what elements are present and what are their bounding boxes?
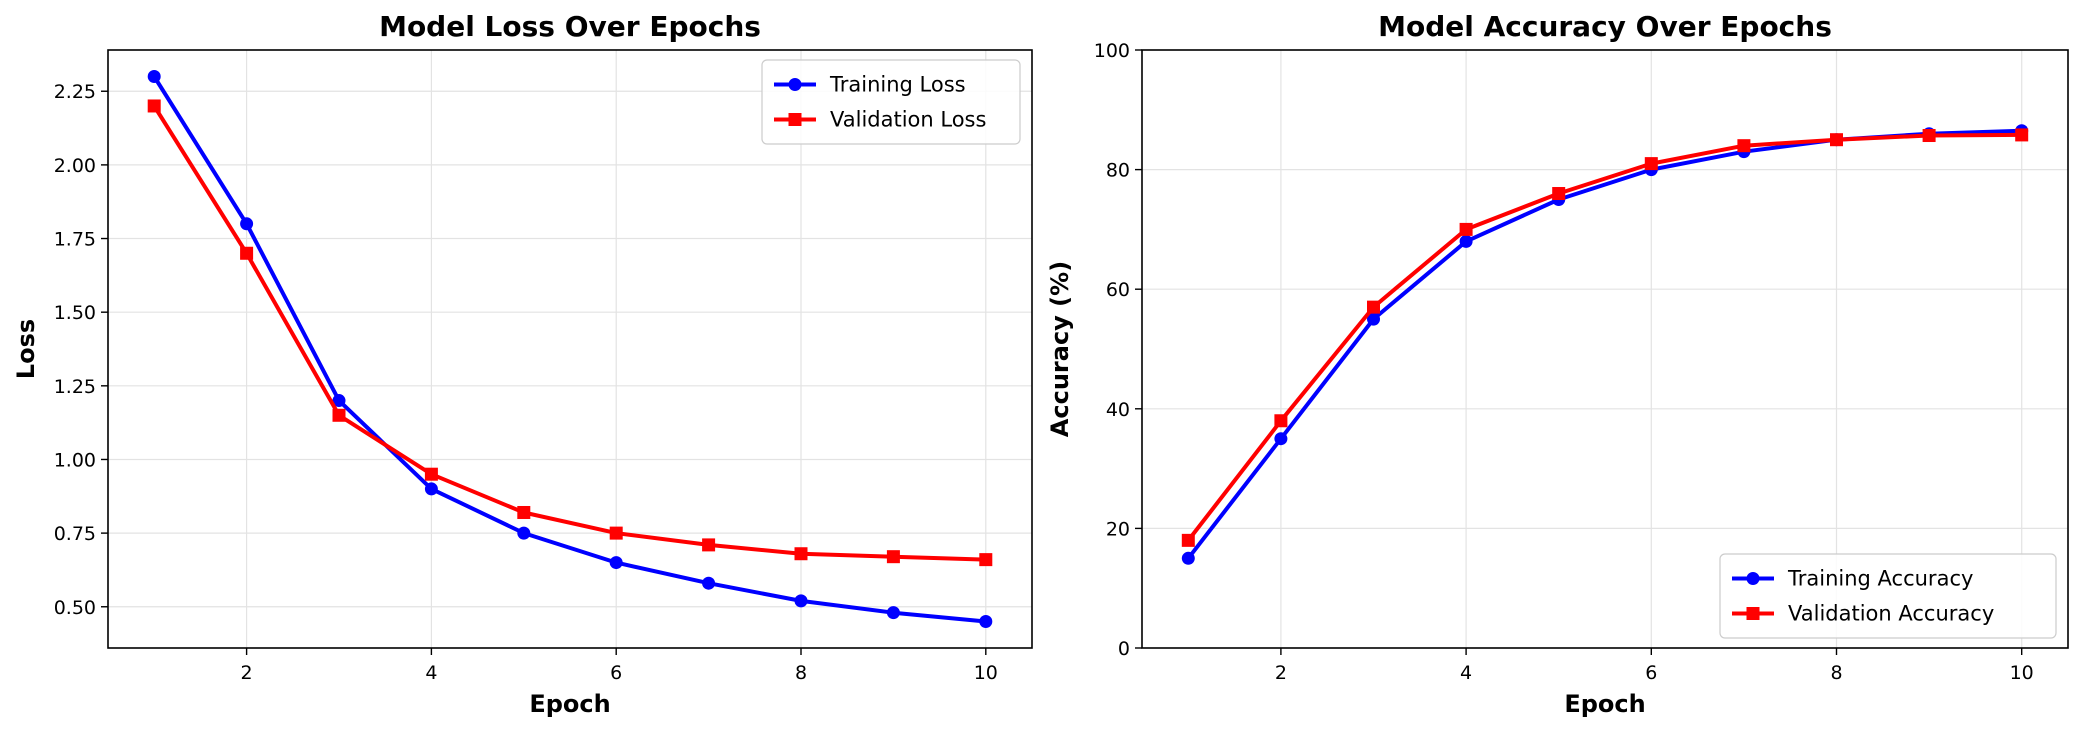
accuracy-y-tick-label: 20 bbox=[1106, 518, 1130, 540]
accuracy-x-tick-label: 10 bbox=[2010, 662, 2034, 684]
accuracy-plot-frame bbox=[1141, 49, 2069, 649]
accuracy-x-tick-label: 4 bbox=[1460, 662, 1472, 684]
accuracy-y-tick-label: 100 bbox=[1094, 40, 1130, 62]
accuracy-legend: Training Accuracy Validation Accuracy bbox=[1719, 553, 2057, 639]
accuracy-series-1-point bbox=[2015, 128, 2029, 142]
loss-x-tick-label: 8 bbox=[795, 662, 807, 684]
accuracy-series-1-point bbox=[1552, 187, 1566, 201]
accuracy-y-tick-label: 80 bbox=[1106, 160, 1130, 182]
accuracy-series-1-point bbox=[1274, 414, 1288, 428]
accuracy-series-0-point bbox=[1367, 312, 1380, 326]
accuracy-series-1-point bbox=[1644, 157, 1658, 171]
loss-y-tick-label: 0.75 bbox=[54, 523, 96, 545]
accuracy-x-tick-label: 6 bbox=[1645, 662, 1657, 684]
loss-series-1-point bbox=[886, 550, 900, 564]
accuracy-series-0-point bbox=[1181, 551, 1195, 565]
accuracy-legend-marker bbox=[1746, 607, 1760, 620]
loss-legend-marker bbox=[788, 113, 802, 126]
loss-y-tick-label: 1.25 bbox=[54, 376, 96, 398]
accuracy-series-1-line bbox=[1186, 132, 2024, 543]
loss-series-0-point bbox=[979, 614, 993, 628]
loss-y-tick-label: 1.75 bbox=[54, 229, 96, 251]
loss-x-axis-label: Epoch bbox=[529, 690, 610, 718]
accuracy-y-tick-label: 40 bbox=[1106, 399, 1130, 421]
loss-series-1-point bbox=[794, 547, 808, 561]
loss-series-1-point bbox=[517, 505, 531, 519]
loss-series-0-point bbox=[424, 482, 438, 496]
loss-series-0-point bbox=[147, 70, 161, 84]
accuracy-legend-label: Training Accuracy bbox=[1787, 567, 1973, 591]
accuracy-y-tick-label: 0 bbox=[1118, 638, 1130, 660]
accuracy-x-axis-label: Epoch bbox=[1564, 690, 1645, 718]
loss-series-1-point bbox=[979, 553, 993, 567]
loss-series-1-point bbox=[702, 538, 716, 552]
loss-x-tick-label: 4 bbox=[425, 662, 437, 684]
accuracy-series-1-point bbox=[1922, 129, 1936, 143]
loss-series-1-line bbox=[152, 104, 988, 562]
loss-legend-marker bbox=[788, 78, 802, 91]
accuracy-y-axis-label: Accuracy (%) bbox=[1046, 261, 1074, 437]
loss-legend-label: Training Loss bbox=[829, 73, 966, 97]
loss-y-axis-label: Loss bbox=[12, 319, 40, 379]
accuracy-series-0-point bbox=[1274, 432, 1288, 446]
loss-series-0-point bbox=[609, 556, 623, 570]
loss-series-0-point bbox=[886, 606, 900, 620]
loss-y-tick-label: 2.25 bbox=[54, 81, 96, 103]
loss-chart-title: Model Loss Over Epochs bbox=[379, 10, 761, 43]
accuracy-series-1-point bbox=[1181, 533, 1195, 547]
loss-series-0-point bbox=[240, 217, 254, 231]
accuracy-chart-title: Model Accuracy Over Epochs bbox=[1378, 10, 1832, 43]
loss-series-0-point bbox=[794, 594, 808, 608]
loss-x-tick-label: 6 bbox=[610, 662, 622, 684]
loss-series-1-point bbox=[424, 467, 438, 481]
accuracy-series-1-point bbox=[1459, 222, 1473, 236]
accuracy-legend-label: Validation Accuracy bbox=[1788, 602, 1994, 626]
accuracy-series-1-point bbox=[1367, 300, 1380, 314]
loss-series-0-line bbox=[152, 74, 988, 624]
loss-x-tick-label: 2 bbox=[241, 662, 253, 684]
accuracy-legend-marker bbox=[1746, 572, 1760, 585]
loss-series-0-point bbox=[517, 526, 531, 540]
loss-legend-label: Validation Loss bbox=[830, 108, 986, 132]
accuracy-x-tick-label: 8 bbox=[1830, 662, 1842, 684]
loss-y-tick-label: 0.50 bbox=[54, 597, 96, 619]
loss-series-0-point bbox=[332, 394, 346, 408]
loss-series-1-point bbox=[240, 246, 254, 260]
accuracy-series-1-point bbox=[1737, 139, 1751, 153]
loss-legend: Training Loss Validation Loss bbox=[761, 59, 1021, 145]
loss-x-tick-label: 10 bbox=[974, 662, 998, 684]
accuracy-series-0-point bbox=[1459, 234, 1473, 248]
accuracy-x-tick-label: 2 bbox=[1275, 662, 1287, 684]
loss-y-tick-label: 2.00 bbox=[54, 155, 96, 177]
loss-series-0-point bbox=[702, 576, 716, 590]
loss-plot-frame bbox=[107, 49, 1033, 649]
loss-series-1-point bbox=[147, 99, 161, 113]
accuracy-series-0-line bbox=[1186, 128, 2024, 561]
loss-series-1-point bbox=[332, 408, 346, 422]
accuracy-y-tick-label: 60 bbox=[1106, 279, 1130, 301]
loss-chart-panel: 2 4 6 8 10 0.50 0.75 1.00 1.25 1.50 1.75 2.00 2.25 Mo… bbox=[12, 10, 1033, 718]
loss-y-tick-label: 1.50 bbox=[54, 302, 96, 324]
loss-legend-box bbox=[761, 59, 1021, 145]
accuracy-series-1-point bbox=[1830, 133, 1843, 147]
accuracy-legend-box bbox=[1719, 553, 2057, 639]
loss-series-1-point bbox=[609, 526, 623, 540]
loss-y-tick-label: 1.00 bbox=[54, 449, 96, 471]
